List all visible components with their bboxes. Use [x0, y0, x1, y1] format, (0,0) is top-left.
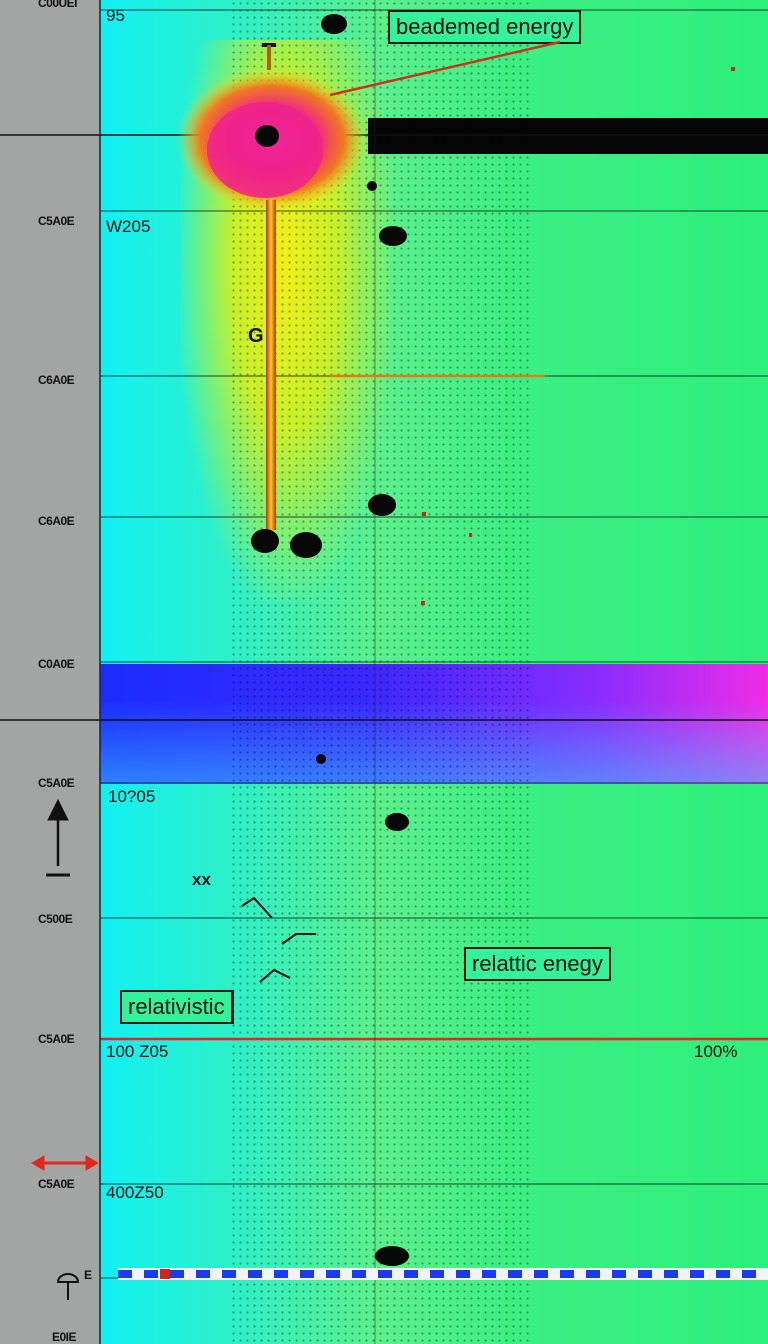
annotation-leader-line [329, 40, 561, 97]
annotation-relattic-enegy: relattic enegy [464, 947, 611, 981]
data-point [251, 529, 279, 553]
data-point [375, 1246, 409, 1266]
bottom-strip [118, 1268, 768, 1280]
vertical-stem [266, 200, 276, 530]
band-fade [100, 700, 768, 784]
arrow-mark [241, 896, 273, 919]
data-point [385, 813, 409, 831]
data-point [316, 754, 326, 764]
plot-label: 400Z50 [106, 1183, 164, 1202]
arrow-mark [259, 968, 291, 983]
pin-icon [56, 1273, 80, 1300]
y-tick-label: C6A0E [38, 373, 75, 387]
y-axis-gutter: C00UEI C5A0E C6A0E C6A0E C0A0E C5A0E C50… [0, 0, 100, 1344]
y-tick-label: E0IE [52, 1330, 77, 1344]
small-markers [421, 67, 735, 605]
plot-label: G [248, 325, 264, 347]
plot-label: 100 Z05 [106, 1042, 169, 1061]
data-point [321, 14, 347, 34]
annotation-relativistic: relativistic [120, 990, 234, 1024]
y-tick-label: C0A0E [38, 657, 75, 671]
annotation-beademed-energy: beademed energy [388, 10, 582, 44]
marker [731, 67, 735, 71]
plot-label: W205 [106, 217, 151, 236]
data-point [379, 226, 407, 246]
marker [469, 533, 472, 537]
up-arrow-icon [46, 798, 70, 877]
black-bar [368, 118, 768, 154]
hotspot-core [207, 102, 323, 198]
y-tick-label: C00UEI [38, 0, 78, 10]
y-tick-label: C5A0E [38, 1177, 75, 1191]
gridlines [100, 9, 768, 1279]
y-tick-label: C5A0E [38, 1032, 75, 1046]
y-tick-label: E [84, 1268, 92, 1282]
halftone-texture [230, 0, 530, 1344]
y-tick-label: C5A0E [38, 214, 75, 228]
arrow-mark [281, 933, 316, 945]
data-point [290, 532, 322, 558]
plot-label: 95 [106, 6, 125, 25]
data-point [255, 125, 279, 147]
strip-marker [160, 1269, 170, 1279]
data-point [367, 181, 377, 191]
y-tick-label: C6A0E [38, 514, 75, 528]
marker [421, 601, 425, 605]
plot-label: xx [192, 870, 211, 889]
plot-label: 100% [694, 1042, 738, 1061]
data-points [251, 14, 409, 1266]
y-tick-label: C500E [38, 912, 73, 926]
data-point [368, 494, 396, 516]
double-arrow-icon [31, 1155, 99, 1171]
plot-label: 10?05 [108, 787, 156, 806]
arrow-marks [241, 896, 316, 983]
marker [422, 512, 426, 516]
y-tick-label: C5A0E [38, 776, 75, 790]
